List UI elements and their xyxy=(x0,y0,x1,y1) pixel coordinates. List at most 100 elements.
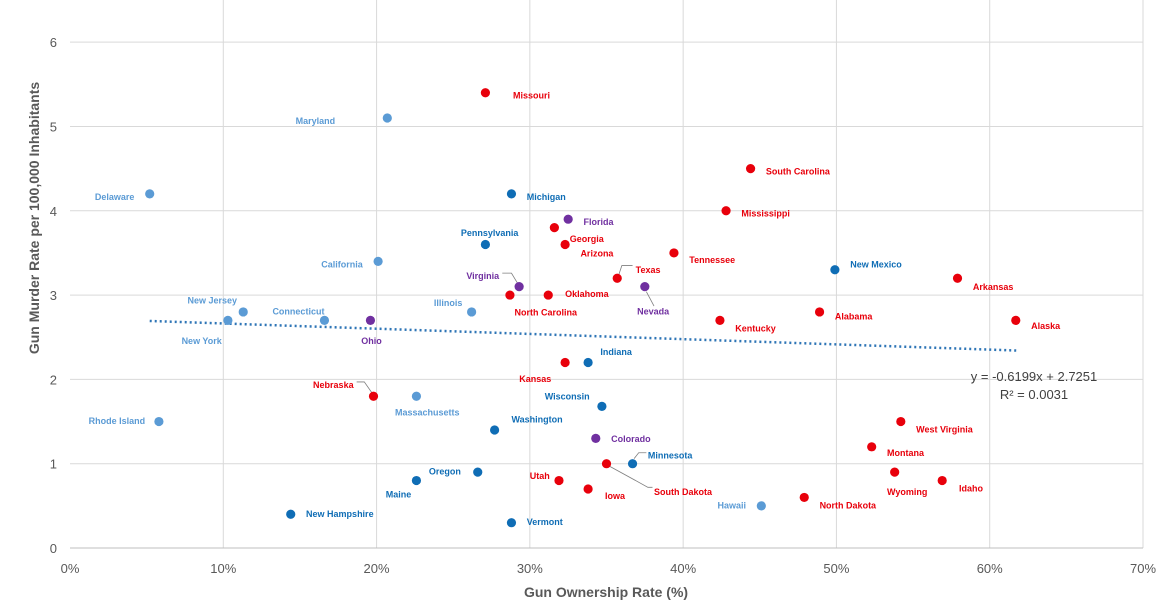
point-washington xyxy=(490,425,500,435)
point-alaska xyxy=(1011,315,1021,325)
x-tick-label: 40% xyxy=(670,561,696,576)
point-connecticut xyxy=(319,315,330,325)
label-nebraska: Nebraska xyxy=(313,380,355,390)
label-colorado: Colorado xyxy=(611,434,651,444)
x-axis-title: Gun Ownership Rate (%) xyxy=(524,584,688,600)
label-arkansas: Arkansas xyxy=(973,282,1014,292)
label-tennessee: Tennessee xyxy=(689,255,735,265)
point-nebraska xyxy=(368,391,379,401)
point-iowa xyxy=(583,484,593,494)
label-connecticut: Connecticut xyxy=(272,306,324,316)
y-tick-label: 3 xyxy=(50,288,57,303)
trendline-equation: y = -0.6199x + 2.7251 xyxy=(971,369,1097,384)
point-ohio xyxy=(365,315,376,325)
trendline-r2: R² = 0.0031 xyxy=(1000,387,1068,402)
point-west-virginia xyxy=(896,416,906,427)
y-tick-label: 1 xyxy=(50,457,57,472)
label-new-york: New York xyxy=(182,336,223,346)
leader-line-minnesota xyxy=(633,452,647,459)
point-virginia xyxy=(514,282,524,292)
point-rhode-island xyxy=(154,416,164,427)
x-tick-label: 10% xyxy=(210,561,236,576)
leader-line-south-dakota xyxy=(609,465,653,488)
point-illinois xyxy=(467,307,477,317)
label-wisconsin: Wisconsin xyxy=(545,392,590,402)
point-new-york xyxy=(223,315,233,325)
label-illinois: Illinois xyxy=(434,298,463,308)
label-wyoming: Wyoming xyxy=(887,487,927,497)
label-kentucky: Kentucky xyxy=(735,323,776,333)
point-kentucky xyxy=(715,315,725,325)
point-texas xyxy=(612,273,622,283)
y-axis-title: Gun Murder Rate per 100,000 Inhabitants xyxy=(26,82,42,355)
y-tick-label: 4 xyxy=(50,204,57,219)
label-kansas: Kansas xyxy=(519,374,551,384)
data-labels: Missouri Maryland South Carolina Delaware Mi… xyxy=(89,91,1062,528)
label-pennsylvania: Pennsylvania xyxy=(461,228,520,238)
label-south-carolina: South Carolina xyxy=(766,167,831,177)
point-wisconsin xyxy=(597,401,607,411)
x-tick-label: 30% xyxy=(517,561,543,576)
label-west-virginia: West Virginia xyxy=(916,424,974,434)
label-georgia: Georgia xyxy=(570,234,605,244)
point-montana xyxy=(867,442,877,452)
label-idaho: Idaho xyxy=(959,484,984,494)
point-oregon xyxy=(473,467,483,477)
point-alabama xyxy=(814,307,825,317)
point-arkansas xyxy=(952,273,963,283)
y-tick-label: 0 xyxy=(50,541,57,556)
y-tick-label: 2 xyxy=(50,372,57,387)
label-indiana: Indiana xyxy=(600,347,632,357)
label-vermont: Vermont xyxy=(527,517,563,527)
label-texas: Texas xyxy=(636,265,661,275)
label-oklahoma: Oklahoma xyxy=(565,289,610,299)
point-new-hampshire xyxy=(286,509,296,519)
label-north-dakota: North Dakota xyxy=(820,500,877,510)
label-north-carolina: North Carolina xyxy=(515,307,578,317)
point-nevada xyxy=(640,282,650,292)
point-minnesota xyxy=(627,459,638,469)
x-tick-label: 20% xyxy=(364,561,390,576)
y-tick-label: 6 xyxy=(50,35,57,50)
label-ohio: Ohio xyxy=(361,336,382,346)
point-arizona xyxy=(560,239,570,250)
label-florida: Florida xyxy=(584,217,615,227)
label-alabama: Alabama xyxy=(835,312,874,322)
label-california: California xyxy=(321,259,364,269)
label-missouri: Missouri xyxy=(513,91,550,101)
point-maine xyxy=(411,475,422,486)
trendline xyxy=(149,319,1018,352)
label-maine: Maine xyxy=(386,489,412,499)
leader-line-virginia xyxy=(502,272,518,284)
point-idaho xyxy=(937,475,947,486)
label-washington: Washington xyxy=(511,414,562,424)
point-georgia xyxy=(549,223,559,233)
point-north-carolina xyxy=(505,290,515,300)
label-new-mexico: New Mexico xyxy=(850,259,902,269)
point-indiana xyxy=(583,357,593,368)
label-oregon: Oregon xyxy=(429,467,461,477)
leader-line-nevada xyxy=(646,291,655,307)
x-tick-labels: 0% 10% 20% 30% 40% 50% 60% 70% xyxy=(61,561,1157,576)
label-nevada: Nevada xyxy=(637,306,670,316)
label-utah: Utah xyxy=(530,471,550,481)
point-new-mexico xyxy=(830,265,840,275)
point-kansas xyxy=(560,357,570,368)
x-tick-label: 60% xyxy=(977,561,1003,576)
label-hawaii: Hawaii xyxy=(717,500,746,510)
point-missouri xyxy=(480,88,491,98)
label-montana: Montana xyxy=(887,448,925,458)
point-massachusetts xyxy=(411,391,422,401)
point-florida xyxy=(563,214,573,224)
point-oklahoma xyxy=(543,290,553,300)
x-tick-label: 0% xyxy=(61,561,80,576)
leader-line-nebraska xyxy=(356,381,373,394)
point-hawaii xyxy=(756,501,766,511)
label-virginia: Virginia xyxy=(466,271,500,281)
label-arizona: Arizona xyxy=(580,248,614,258)
label-maryland: Maryland xyxy=(296,116,336,126)
label-new-jersey: New Jersey xyxy=(188,296,238,306)
point-wyoming xyxy=(890,467,900,477)
label-rhode-island: Rhode Island xyxy=(89,416,146,426)
